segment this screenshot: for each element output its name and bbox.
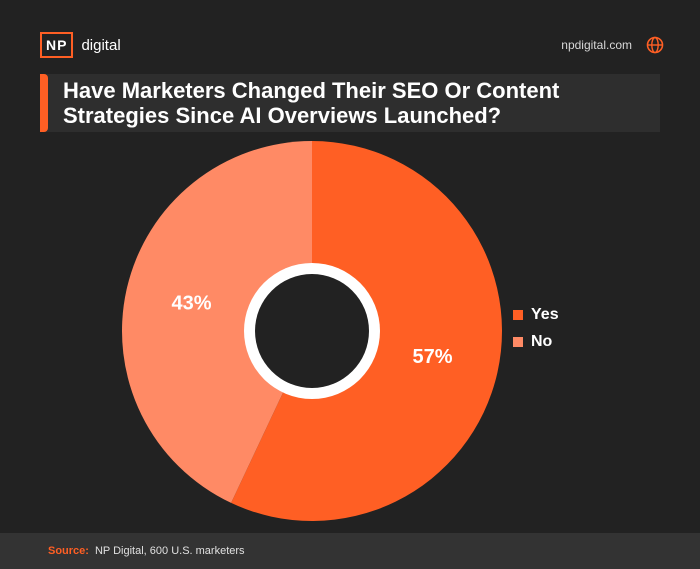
pie-slice-no — [121, 141, 312, 503]
brand-logo: NP digital — [40, 32, 121, 58]
title-accent — [40, 74, 48, 132]
legend: Yes No — [513, 301, 559, 355]
site-url: npdigital.com — [561, 38, 632, 52]
legend-label-yes: Yes — [531, 305, 559, 323]
source-text: NP Digital, 600 U.S. marketers — [94, 545, 245, 557]
logo-text: digital — [81, 36, 121, 54]
legend-swatch-no — [513, 336, 523, 347]
site-info: npdigital.com — [561, 36, 664, 54]
legend-item-yes: Yes — [513, 301, 559, 328]
legend-item-no: No — [513, 328, 559, 355]
legend-label-no: No — [531, 332, 553, 350]
source-label: Source: — [48, 545, 89, 557]
donut-hole — [255, 274, 369, 388]
logo-box: NP — [40, 32, 74, 58]
globe-icon — [646, 36, 664, 54]
footer: Source: NP Digital, 600 U.S. marketers — [0, 533, 700, 569]
data-label-yes: 57% — [413, 346, 453, 368]
chart-title: Have Marketers Changed Their SEO Or Cont… — [63, 78, 560, 128]
title-bar: Have Marketers Changed Their SEO Or Cont… — [40, 74, 660, 132]
data-label-no: 43% — [171, 292, 211, 314]
legend-swatch-yes — [513, 309, 523, 320]
